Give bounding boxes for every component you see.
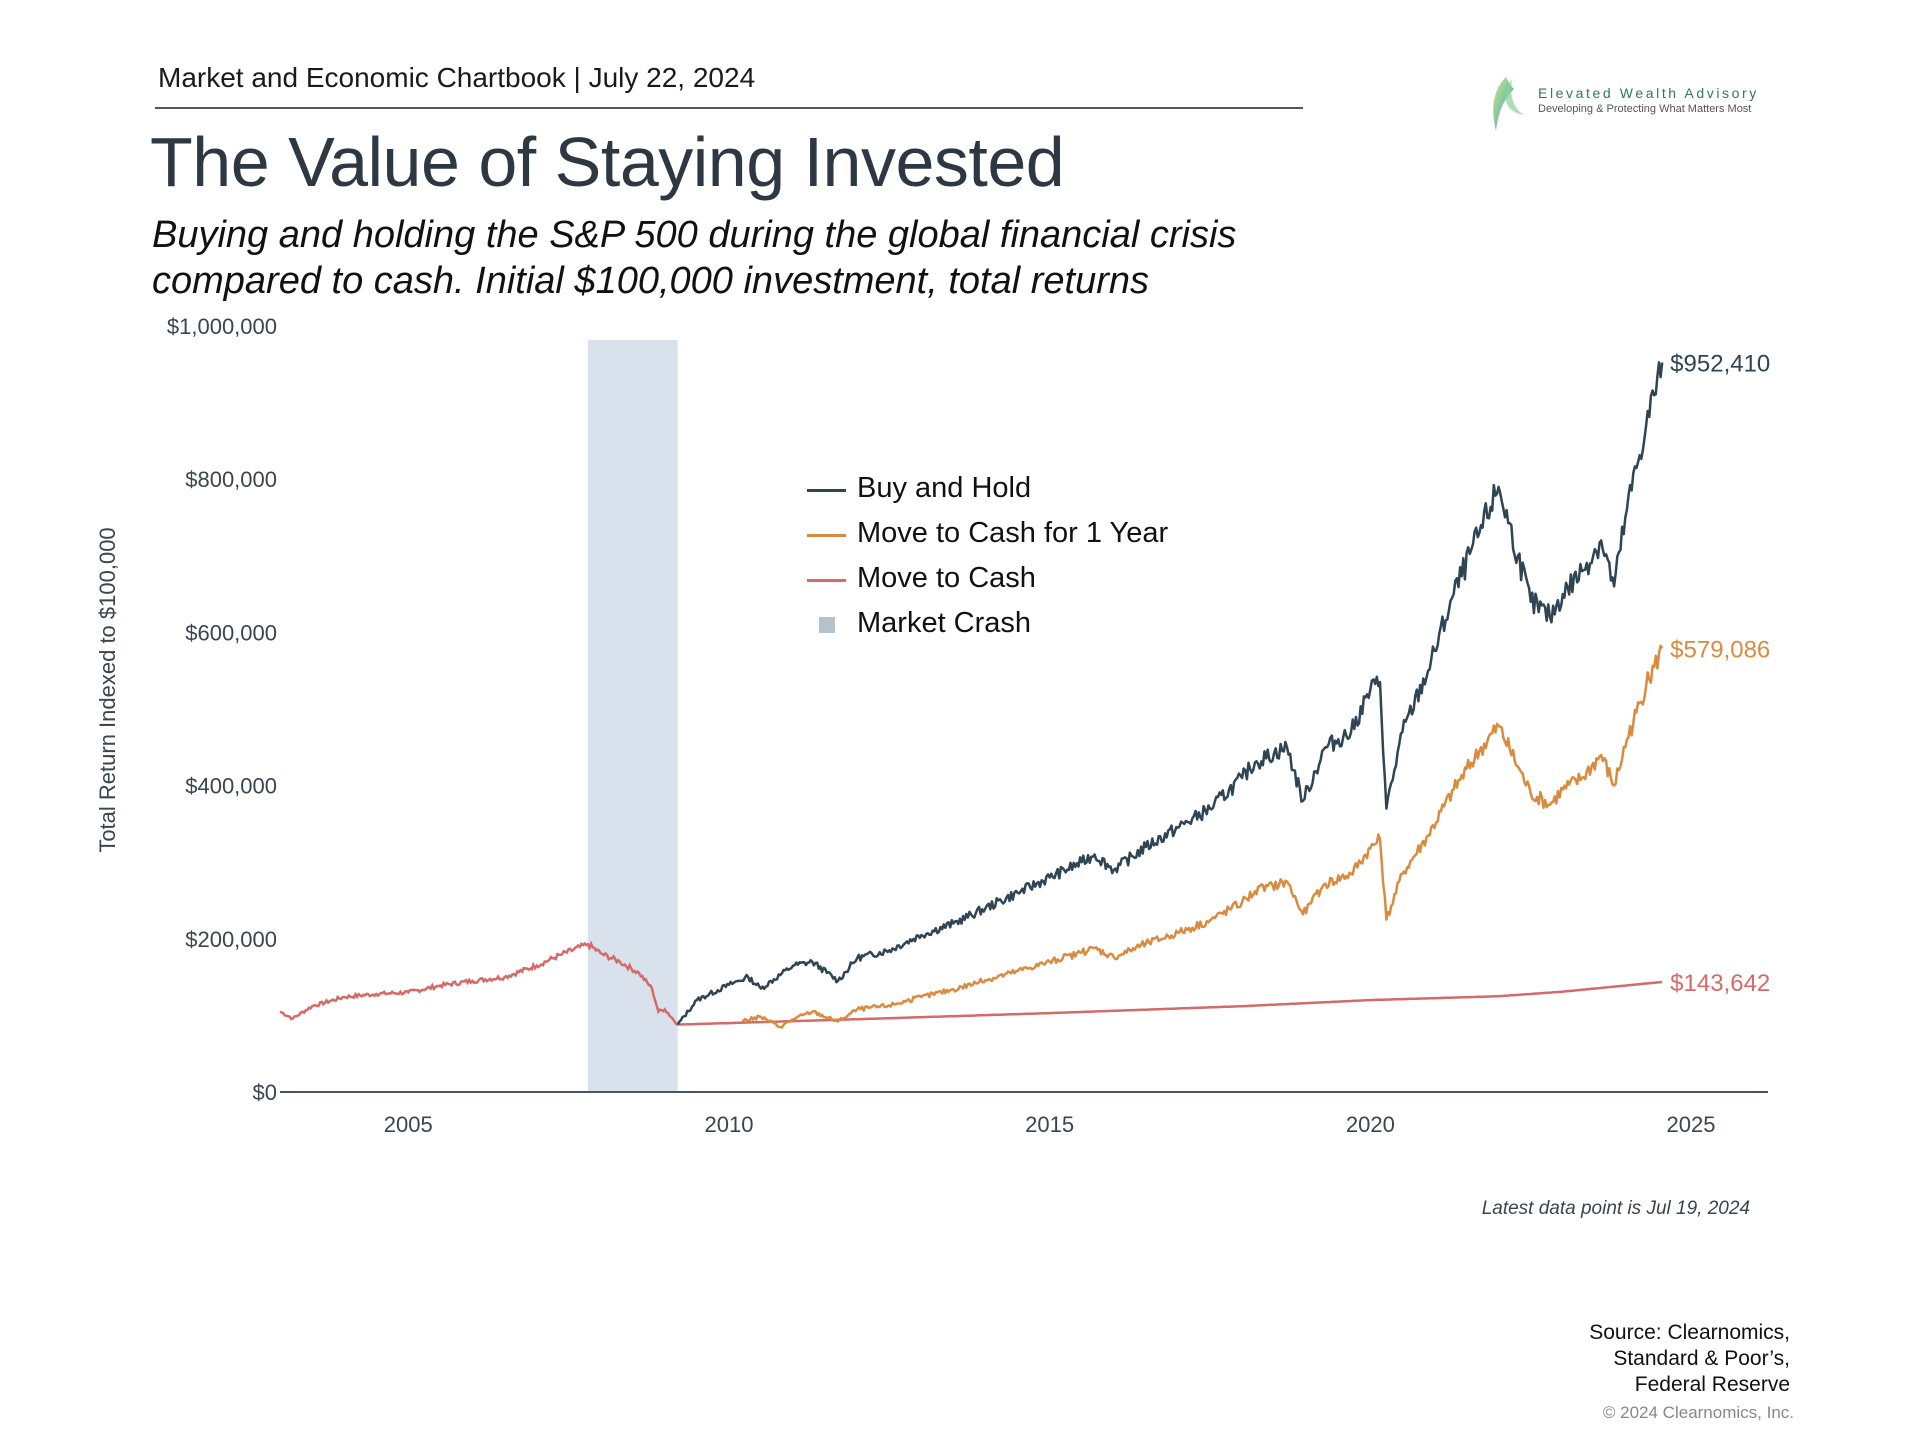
market-crash-band (587, 340, 678, 1092)
legend-swatch-market-crash (819, 617, 835, 633)
x-tick-label: 2020 (1346, 1112, 1395, 1137)
legend-label: Move to Cash for 1 Year (857, 517, 1169, 549)
legend-swatch-move-to-cash (807, 579, 846, 582)
legend-item-move-to-cash-1yr: Move to Cash for 1 Year (805, 515, 1225, 560)
x-tick-label: 2015 (1025, 1112, 1074, 1137)
move-to-cash-1yr-end-label: $579,086 (1670, 636, 1770, 663)
legend-item-move-to-cash: Move to Cash (805, 560, 1225, 605)
y-tick-label: $400,000 (185, 774, 277, 799)
x-tick-label: 2025 (1667, 1112, 1716, 1137)
buy-and-hold-end-label: $952,410 (1670, 350, 1770, 377)
source-line-3: Federal Reserve (1634, 1373, 1790, 1396)
legend-item-market-crash: Market Crash (805, 605, 1225, 650)
header-divider (155, 107, 1303, 109)
legend-label: Move to Cash (857, 562, 1036, 594)
x-tick-label: 2010 (704, 1112, 753, 1137)
chart-legend: Buy and Hold Move to Cash for 1 Year Mov… (805, 470, 1225, 650)
y-tick-label: $1,000,000 (167, 314, 277, 339)
y-tick-label: $200,000 (185, 927, 277, 952)
y-tick-label: $0 (253, 1080, 277, 1105)
x-tick-label: 2005 (384, 1112, 433, 1137)
source-line-2: Standard & Poor’s, (1613, 1347, 1790, 1370)
legend-swatch-buy-and-hold (807, 489, 846, 492)
chartbook-header: Market and Economic Chartbook | July 22,… (158, 62, 756, 93)
copyright: © 2024 Clearnomics, Inc. (1602, 1403, 1794, 1422)
legend-item-buy-and-hold: Buy and Hold (805, 470, 1225, 515)
chart-subtitle: Buying and holding the S&P 500 during th… (152, 212, 1236, 304)
page-title: The Value of Staying Invested (150, 123, 1065, 201)
move-to-cash-1yr-line (741, 644, 1664, 1029)
y-tick-label: $800,000 (185, 467, 277, 492)
y-tick-label: $600,000 (185, 620, 277, 645)
source-line-1: Source: Clearnomics, (1589, 1321, 1790, 1344)
logo-tagline: Developing & Protecting What Matters Mos… (1538, 103, 1752, 115)
buy-and-hold-line (676, 361, 1664, 1026)
company-logo: Elevated Wealth Advisory Developing & Pr… (1488, 75, 1778, 133)
pre-crisis-line (279, 940, 679, 1026)
latest-data-note: Latest data point is Jul 19, 2024 (1481, 1198, 1750, 1219)
logo-name: Elevated Wealth Advisory (1538, 85, 1759, 101)
legend-swatch-move-to-cash-1yr (807, 534, 846, 537)
legend-label: Buy and Hold (857, 472, 1032, 504)
move-to-cash-end-label: $143,642 (1670, 970, 1770, 997)
legend-label: Market Crash (857, 607, 1032, 639)
line-chart: $0 $200,000 $400,000 $600,000 $800,000 $1,000… (167, 314, 1770, 1137)
source-citation: Source: Clearnomics, Standard & Poor’s, … (1589, 1320, 1790, 1398)
subtitle-line-1: Buying and holding the S&P 500 during th… (152, 214, 1237, 256)
leaf-sail-logo-icon (1493, 77, 1524, 131)
subtitle-line-2: compared to cash. Initial $100,000 inves… (152, 260, 1149, 302)
